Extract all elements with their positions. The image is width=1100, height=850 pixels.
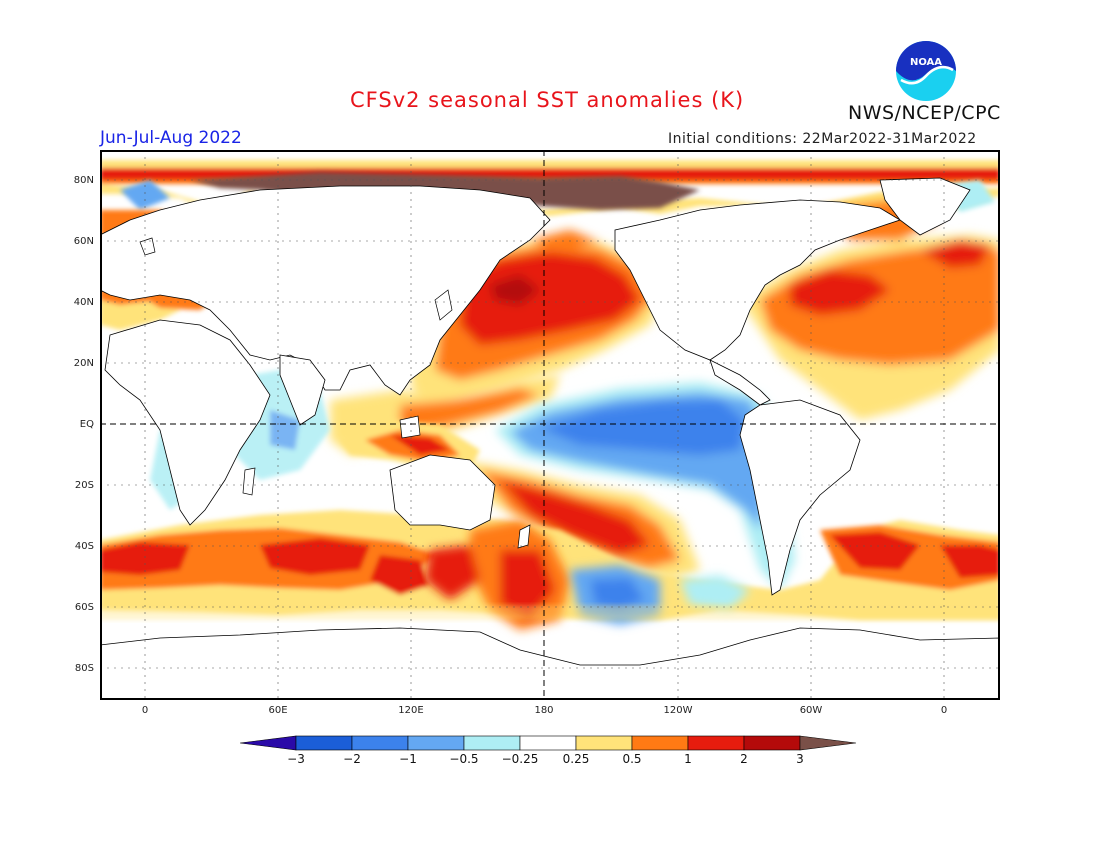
colorbar-tick-label: −1: [399, 752, 417, 766]
colorbar-segment: [743, 735, 801, 751]
lon-label-60e: 60E: [268, 705, 288, 716]
colorbar-tick-label: 0.25: [562, 752, 590, 766]
colorbar-segment: [463, 735, 521, 751]
africa: [104, 319, 271, 526]
colorbar: [240, 735, 857, 751]
japan: [434, 289, 453, 321]
noaa-logo: NOAA: [896, 41, 956, 101]
colorbar-segment: [351, 735, 409, 751]
map-frame: [100, 150, 1000, 700]
logo-text: NOAA: [910, 57, 942, 68]
lat-label-60n: 60N: [73, 236, 94, 247]
lat-label-20s: 20S: [74, 480, 94, 491]
colorbar-tick-label: 3: [796, 752, 804, 766]
anomaly-field: [100, 160, 1000, 630]
colorbar-tick-label: −0.25: [501, 752, 539, 766]
lon-label-0-west: 0: [141, 705, 149, 716]
colorbar-tick-label: −0.5: [449, 752, 479, 766]
continents: [100, 177, 1000, 700]
lat-label-40s: 40S: [74, 541, 94, 552]
central-america: [709, 359, 771, 406]
season-label: Jun-Jul-Aug 2022: [100, 128, 242, 148]
antarctica: [100, 627, 1000, 700]
lon-label-0-east: 0: [940, 705, 948, 716]
map-svg: [100, 150, 1000, 700]
uk-ireland: [139, 237, 156, 256]
lat-label-40n: 40N: [73, 297, 94, 308]
colorbar-segment: [575, 735, 633, 751]
lat-label-60s: 60S: [74, 602, 94, 613]
lat-label-80n: 80N: [73, 175, 94, 186]
greenland: [879, 177, 971, 236]
graticule: [100, 150, 1000, 700]
colorbar-tick-label: 0.5: [622, 752, 642, 766]
eurasia: [100, 185, 551, 396]
colorbar-tick-label: −3: [287, 752, 305, 766]
sst-anomaly-map: [100, 150, 1000, 700]
colorbar-tick-label: −2: [343, 752, 361, 766]
south-america: [739, 399, 861, 596]
lon-label-180: 180: [534, 705, 554, 716]
lon-label-120e: 120E: [398, 705, 424, 716]
lon-label-60w: 60W: [799, 705, 823, 716]
colorbar-tick-label: 2: [740, 752, 748, 766]
map-title: CFSv2 seasonal SST anomalies (K): [350, 88, 745, 112]
colorbar-segment: [295, 735, 353, 751]
new-zealand: [517, 524, 531, 549]
initial-conditions-label: Initial conditions: 22Mar2022-31Mar2022: [668, 131, 977, 147]
colorbar-arrow-low: [240, 735, 297, 751]
colorbar-segment: [519, 735, 577, 751]
lat-label-20n: 20N: [73, 358, 94, 369]
north-america: [614, 199, 901, 361]
colorbar-segment: [407, 735, 465, 751]
india: [279, 354, 326, 426]
lon-label-120w: 120W: [663, 705, 693, 716]
lat-label-80s: 80S: [74, 663, 94, 674]
lat-label-eq: EQ: [79, 419, 94, 430]
colorbar-segment: [631, 735, 689, 751]
colorbar-arrow-high: [799, 735, 857, 751]
borneo: [399, 415, 421, 439]
colorbar-tick-label: 1: [684, 752, 692, 766]
agency-label: NWS/NCEP/CPC: [848, 102, 1001, 124]
madagascar: [242, 467, 256, 496]
colorbar-segment: [687, 735, 745, 751]
australia: [389, 454, 496, 531]
